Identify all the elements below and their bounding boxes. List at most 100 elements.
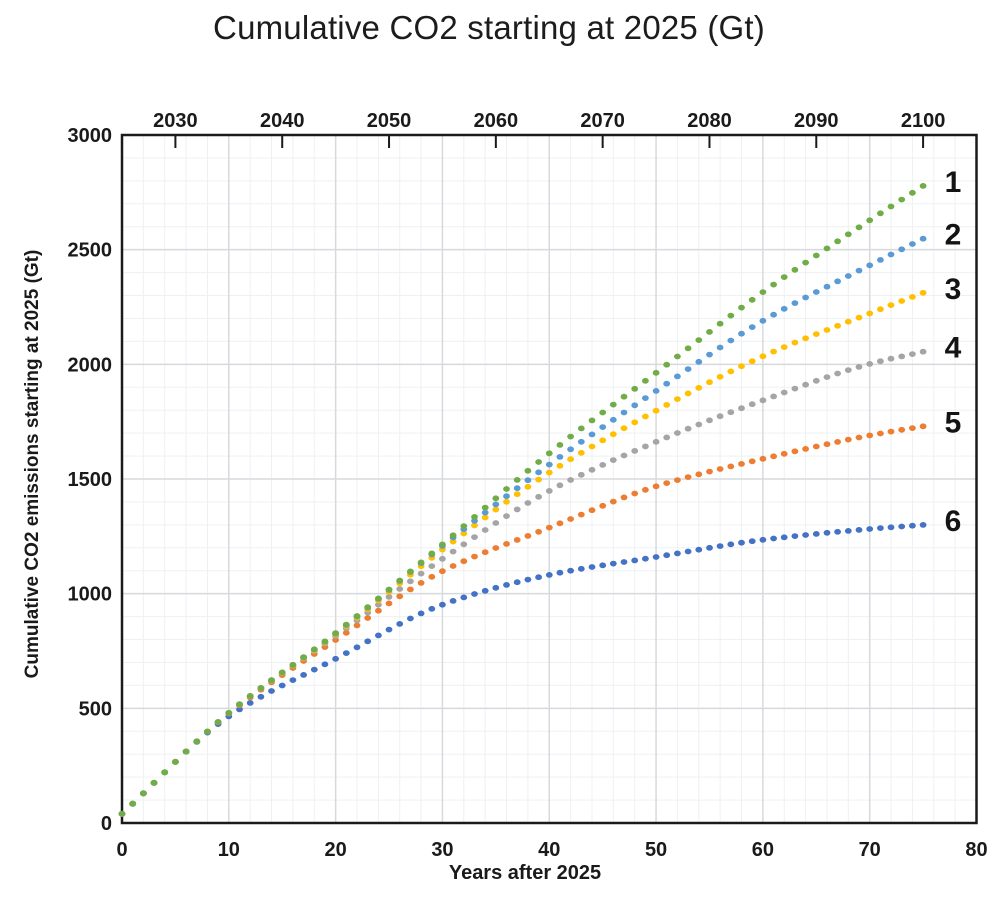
data-point <box>727 312 735 319</box>
data-point <box>834 370 841 377</box>
data-point <box>716 543 724 549</box>
y-axis-tick-label: 1000 <box>68 584 113 606</box>
data-point <box>535 469 542 476</box>
data-point <box>748 358 756 365</box>
data-point <box>609 431 617 438</box>
data-point <box>727 337 735 344</box>
data-point <box>759 289 767 295</box>
data-point <box>919 183 927 189</box>
data-point <box>268 677 275 683</box>
data-point <box>855 224 863 231</box>
top-axis-tick-label: 2080 <box>687 110 732 132</box>
data-point <box>439 541 446 548</box>
data-point <box>770 393 777 400</box>
data-point <box>193 738 201 745</box>
data-point <box>460 530 468 537</box>
data-point <box>802 381 809 388</box>
data-point <box>716 466 724 472</box>
data-point <box>620 409 628 416</box>
data-point <box>738 304 745 311</box>
data-point <box>545 469 553 476</box>
data-point <box>866 361 874 367</box>
data-point <box>684 366 692 372</box>
data-point <box>642 486 649 493</box>
data-point <box>567 477 574 483</box>
x-axis-tick-label: 70 <box>859 839 881 861</box>
data-point <box>353 613 361 619</box>
data-point <box>503 513 510 519</box>
data-point <box>791 300 799 306</box>
series-end-label: 2 <box>945 219 962 252</box>
data-point <box>748 458 756 465</box>
series-end-label: 6 <box>945 505 962 538</box>
data-point <box>812 531 820 537</box>
data-point <box>823 529 831 536</box>
data-point <box>909 189 916 196</box>
data-point <box>695 471 703 478</box>
data-point <box>385 594 393 600</box>
data-point <box>823 374 831 380</box>
data-point <box>567 516 574 522</box>
y-axis-tick-label: 1500 <box>68 469 113 491</box>
data-point <box>748 296 756 303</box>
top-axis-tick-label: 2090 <box>794 110 839 132</box>
data-point <box>428 605 436 612</box>
data-point <box>609 416 617 423</box>
data-point <box>663 480 671 486</box>
data-point <box>599 424 607 430</box>
data-point <box>855 434 863 441</box>
data-point <box>396 586 404 592</box>
data-point <box>129 800 137 807</box>
data-point <box>909 241 916 247</box>
data-point <box>577 438 585 445</box>
data-point <box>759 397 767 404</box>
data-point <box>257 685 265 691</box>
data-point <box>332 655 339 662</box>
data-point <box>834 528 841 535</box>
data-point <box>652 483 660 490</box>
data-point <box>332 630 339 636</box>
data-point <box>556 462 564 469</box>
data-point <box>246 700 254 706</box>
data-point <box>684 548 692 555</box>
data-point <box>877 210 884 217</box>
data-point <box>353 622 361 629</box>
data-point <box>225 710 233 716</box>
data-point <box>492 495 500 502</box>
data-point <box>556 442 564 448</box>
data-point <box>716 320 724 327</box>
data-point <box>567 446 574 453</box>
data-point <box>161 769 169 776</box>
data-point <box>300 654 307 660</box>
x-axis-tick-label: 60 <box>752 839 774 861</box>
data-point <box>364 604 372 611</box>
data-point <box>577 511 585 518</box>
data-point <box>684 425 692 432</box>
series-end-label: 3 <box>945 273 962 306</box>
data-point <box>567 567 574 574</box>
data-point <box>556 454 564 460</box>
data-point <box>663 402 671 408</box>
data-point <box>748 324 756 330</box>
data-point <box>802 446 809 452</box>
data-point <box>471 522 478 529</box>
data-point <box>407 568 414 575</box>
data-point <box>439 568 446 575</box>
data-point <box>877 358 884 365</box>
data-point <box>898 196 906 203</box>
data-point <box>887 355 895 362</box>
data-point <box>812 377 820 384</box>
series-end-label: 4 <box>945 332 962 365</box>
data-point <box>396 577 404 584</box>
data-point <box>460 523 468 529</box>
data-point <box>919 348 927 355</box>
data-point <box>449 548 457 555</box>
data-point <box>674 396 681 402</box>
data-point <box>449 532 457 539</box>
data-point <box>898 298 906 304</box>
data-point <box>492 584 500 591</box>
data-point <box>780 344 788 350</box>
data-point <box>674 550 681 557</box>
data-point <box>770 281 777 288</box>
